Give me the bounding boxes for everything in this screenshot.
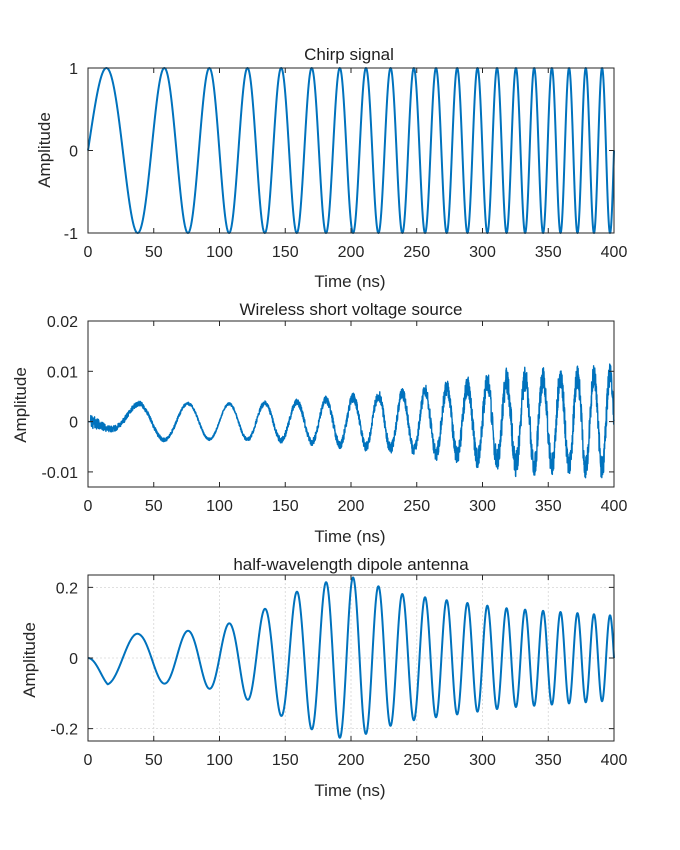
x-tick-label: 350: [535, 752, 562, 769]
dipole-ylabel: Amplitude: [20, 622, 39, 698]
x-tick-label: 200: [338, 244, 365, 261]
y-tick-label: 0.01: [47, 364, 78, 381]
wireless-ticks: 0 50 100 150 200 250 300 350 400 -0.01 0 0.01 0.02: [42, 314, 628, 515]
wireless-ylabel: Amplitude: [11, 367, 30, 443]
x-tick-label: 100: [206, 244, 233, 261]
x-tick-label: 200: [338, 752, 365, 769]
wireless-title: Wireless short voltage source: [240, 300, 463, 319]
x-tick-label: 300: [469, 244, 496, 261]
y-tick-label: 1: [69, 61, 78, 78]
chirp-signal-panel: 0 50 100 150 200 250 300 350 400 -1 0 1 Chirp signa…: [35, 45, 627, 291]
chirp-xlabel: Time (ns): [314, 272, 385, 291]
y-tick-label: -1: [64, 226, 78, 243]
x-tick-label: 250: [403, 752, 430, 769]
x-tick-label: 250: [403, 244, 430, 261]
x-tick-label: 50: [145, 244, 163, 261]
x-tick-label: 100: [206, 498, 233, 515]
x-tick-label: 250: [403, 498, 430, 515]
x-tick-label: 0: [84, 752, 93, 769]
x-tick-label: 150: [272, 498, 299, 515]
x-tick-label: 400: [601, 752, 628, 769]
chirp-ticks: 0 50 100 150 200 250 300 350 400 -1 0 1: [64, 61, 628, 261]
dipole-title: half-wavelength dipole antenna: [233, 555, 469, 574]
x-tick-label: 400: [601, 498, 628, 515]
series-line: [87, 576, 615, 739]
series-line: [87, 67, 615, 234]
y-tick-label: 0: [69, 144, 78, 161]
dipole-antenna-panel: 0 50 100 150 200 250 300 350 400 -0.2 0 0.2 half-wa…: [20, 555, 627, 800]
y-tick-label: 0: [69, 415, 78, 432]
x-tick-label: 0: [84, 498, 93, 515]
x-tick-label: 300: [469, 752, 496, 769]
x-tick-label: 50: [145, 752, 163, 769]
dipole-ticks: 0 50 100 150 200 250 300 350 400 -0.2 0 0.2: [50, 575, 627, 769]
dipole-grid: [87, 575, 615, 741]
x-tick-label: 150: [272, 244, 299, 261]
wireless-source-panel: 0 50 100 150 200 250 300 350 400 -0.01 0 0.01 0.02 W…: [11, 300, 627, 546]
x-tick-label: 200: [338, 498, 365, 515]
x-tick-label: 100: [206, 752, 233, 769]
chirp-title: Chirp signal: [304, 45, 394, 64]
dipole-xlabel: Time (ns): [314, 781, 385, 800]
chirp-axes-box: [87, 67, 615, 234]
x-tick-label: 300: [469, 498, 496, 515]
y-tick-label: 0.2: [56, 580, 78, 597]
y-tick-label: 0: [69, 651, 78, 668]
chirp-series: [87, 67, 615, 234]
y-tick-label: -0.2: [50, 722, 78, 739]
x-tick-label: 150: [272, 752, 299, 769]
x-tick-label: 350: [535, 498, 562, 515]
wireless-xlabel: Time (ns): [314, 527, 385, 546]
x-tick-label: 400: [601, 244, 628, 261]
wireless-series: [87, 363, 615, 479]
series-line: [87, 363, 615, 479]
y-tick-label: -0.01: [42, 465, 79, 482]
dipole-series: [87, 576, 615, 739]
chirp-ylabel: Amplitude: [35, 112, 54, 188]
x-tick-label: 50: [145, 498, 163, 515]
y-tick-label: 0.02: [47, 314, 78, 331]
x-tick-label: 0: [84, 244, 93, 261]
x-tick-label: 350: [535, 244, 562, 261]
